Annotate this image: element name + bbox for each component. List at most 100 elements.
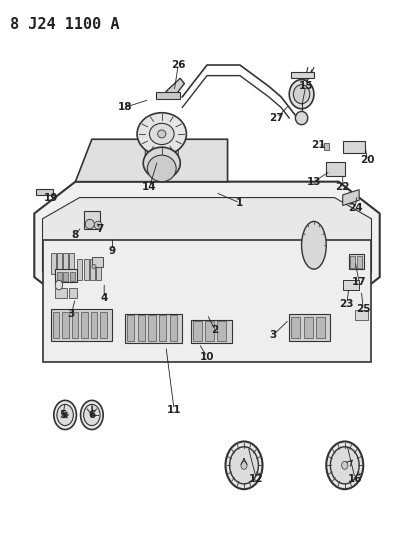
Text: 27: 27 [269,113,284,123]
Text: 12: 12 [249,474,263,483]
Ellipse shape [289,79,313,109]
Bar [100,312,107,338]
Text: 25: 25 [355,304,370,314]
Bar [70,272,75,281]
Polygon shape [190,319,231,343]
Ellipse shape [149,123,174,144]
Ellipse shape [85,219,94,229]
Polygon shape [34,182,379,309]
Ellipse shape [81,400,103,430]
Bar [96,259,101,280]
Ellipse shape [229,447,258,484]
Text: 24: 24 [347,203,361,213]
Text: 1: 1 [236,198,243,208]
Bar [63,272,68,281]
Bar [62,312,69,338]
Text: 8 J24 1100 A: 8 J24 1100 A [9,17,119,33]
Ellipse shape [55,280,62,290]
Bar [126,316,134,341]
Ellipse shape [330,447,358,484]
Ellipse shape [341,462,347,470]
Bar [71,312,78,338]
Ellipse shape [293,85,309,104]
Text: 5: 5 [59,410,66,420]
Polygon shape [342,190,358,206]
Bar [90,312,97,338]
Text: 21: 21 [310,140,325,150]
Polygon shape [43,198,370,298]
Bar [63,253,68,274]
Bar [356,256,361,268]
Text: 20: 20 [359,156,374,165]
Bar [55,288,67,298]
Bar [81,312,88,338]
Bar [83,259,88,280]
Text: 14: 14 [142,182,157,192]
Ellipse shape [54,400,76,430]
Text: 23: 23 [339,298,353,309]
Text: 11: 11 [166,405,181,415]
Text: 22: 22 [335,182,349,192]
Text: 15: 15 [298,81,312,91]
Bar [342,141,364,152]
Bar [137,316,145,341]
Text: 3: 3 [268,330,276,341]
Ellipse shape [63,413,66,417]
Polygon shape [75,139,227,182]
Text: 7: 7 [96,224,104,235]
Bar [155,92,180,100]
Bar [315,317,324,338]
Ellipse shape [301,221,325,269]
Ellipse shape [157,130,166,138]
Bar [342,280,358,290]
Ellipse shape [83,405,100,425]
Bar [83,211,100,229]
Bar [323,143,328,150]
Bar [69,253,74,274]
Bar [354,310,367,319]
Ellipse shape [90,413,93,417]
Bar [51,253,55,274]
Polygon shape [166,78,184,97]
Text: 16: 16 [347,474,361,483]
Text: 17: 17 [351,277,366,287]
Text: 26: 26 [171,60,185,70]
Bar [204,320,214,341]
Polygon shape [289,314,330,341]
Bar [349,256,354,268]
Bar [92,257,103,266]
Ellipse shape [137,113,186,155]
Bar [348,254,363,269]
Bar [69,288,77,298]
Text: 8: 8 [71,230,79,240]
Bar [169,316,176,341]
Polygon shape [124,314,182,343]
Text: 3: 3 [67,309,75,319]
Text: 6: 6 [88,410,95,420]
Ellipse shape [57,405,73,425]
Text: 2: 2 [211,325,218,335]
Bar [303,317,312,338]
Bar [36,189,53,195]
Polygon shape [43,240,370,362]
Ellipse shape [225,441,262,489]
Text: 4: 4 [100,293,108,303]
Text: 13: 13 [306,176,320,187]
Bar [325,161,344,176]
Text: 19: 19 [43,192,58,203]
Ellipse shape [143,147,180,179]
Bar [77,259,82,280]
Text: 10: 10 [199,352,214,361]
Bar [57,253,62,274]
Ellipse shape [240,462,247,470]
Ellipse shape [325,441,362,489]
Bar [192,320,201,341]
Bar [291,72,313,78]
Bar [148,316,155,341]
Bar [90,259,95,280]
Text: 9: 9 [109,246,116,256]
Ellipse shape [94,221,102,229]
Ellipse shape [295,111,307,125]
Bar [217,320,226,341]
Bar [55,269,77,282]
